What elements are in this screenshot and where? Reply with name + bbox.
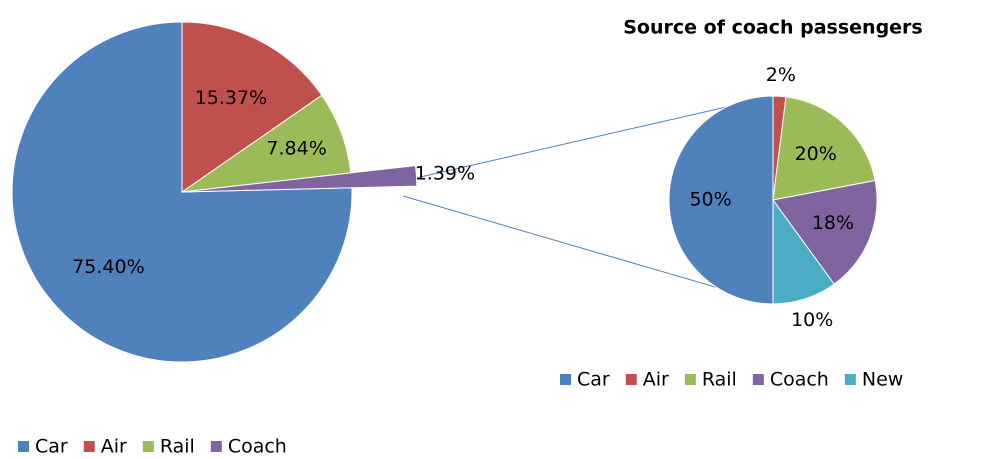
legend-label: New (862, 369, 903, 391)
legend-label: Air (643, 369, 669, 391)
legend-swatch (18, 441, 29, 452)
connector-line (402, 195, 771, 304)
data-label: 2% (766, 64, 796, 86)
data-label: 50% (689, 189, 731, 211)
pie-slice (181, 165, 418, 193)
pie-slice (772, 198, 835, 305)
legend-label: Air (101, 436, 127, 458)
legend-label: Car (577, 369, 610, 391)
legend-swatch (560, 374, 571, 385)
data-label: 18% (812, 212, 854, 234)
legend-label: Car (35, 436, 68, 458)
data-label: 7.84% (266, 138, 326, 160)
legend-swatch (210, 441, 222, 452)
legend-swatch (625, 374, 637, 385)
legend-label: Coach (228, 436, 287, 458)
legend-swatch (844, 374, 856, 385)
legend-label: Coach (770, 369, 829, 391)
legend-label: Rail (160, 436, 195, 458)
data-label: 10% (791, 309, 833, 331)
chart-title: Source of coach passengers (623, 17, 923, 39)
data-label: 75.40% (72, 256, 144, 278)
connector-line (402, 96, 771, 182)
pie-slice (772, 96, 876, 201)
legend-label: Rail (702, 369, 737, 391)
data-label: 20% (795, 143, 837, 165)
pie-slice (181, 21, 323, 193)
data-label: 1.39% (415, 162, 475, 184)
legend-swatch (83, 441, 95, 452)
data-label: 15.37% (195, 87, 267, 109)
pie-slice (772, 179, 878, 285)
legend-swatch (752, 374, 764, 385)
legend-swatch (142, 441, 154, 452)
pie-slice (668, 95, 774, 305)
legend-swatch (684, 374, 696, 385)
